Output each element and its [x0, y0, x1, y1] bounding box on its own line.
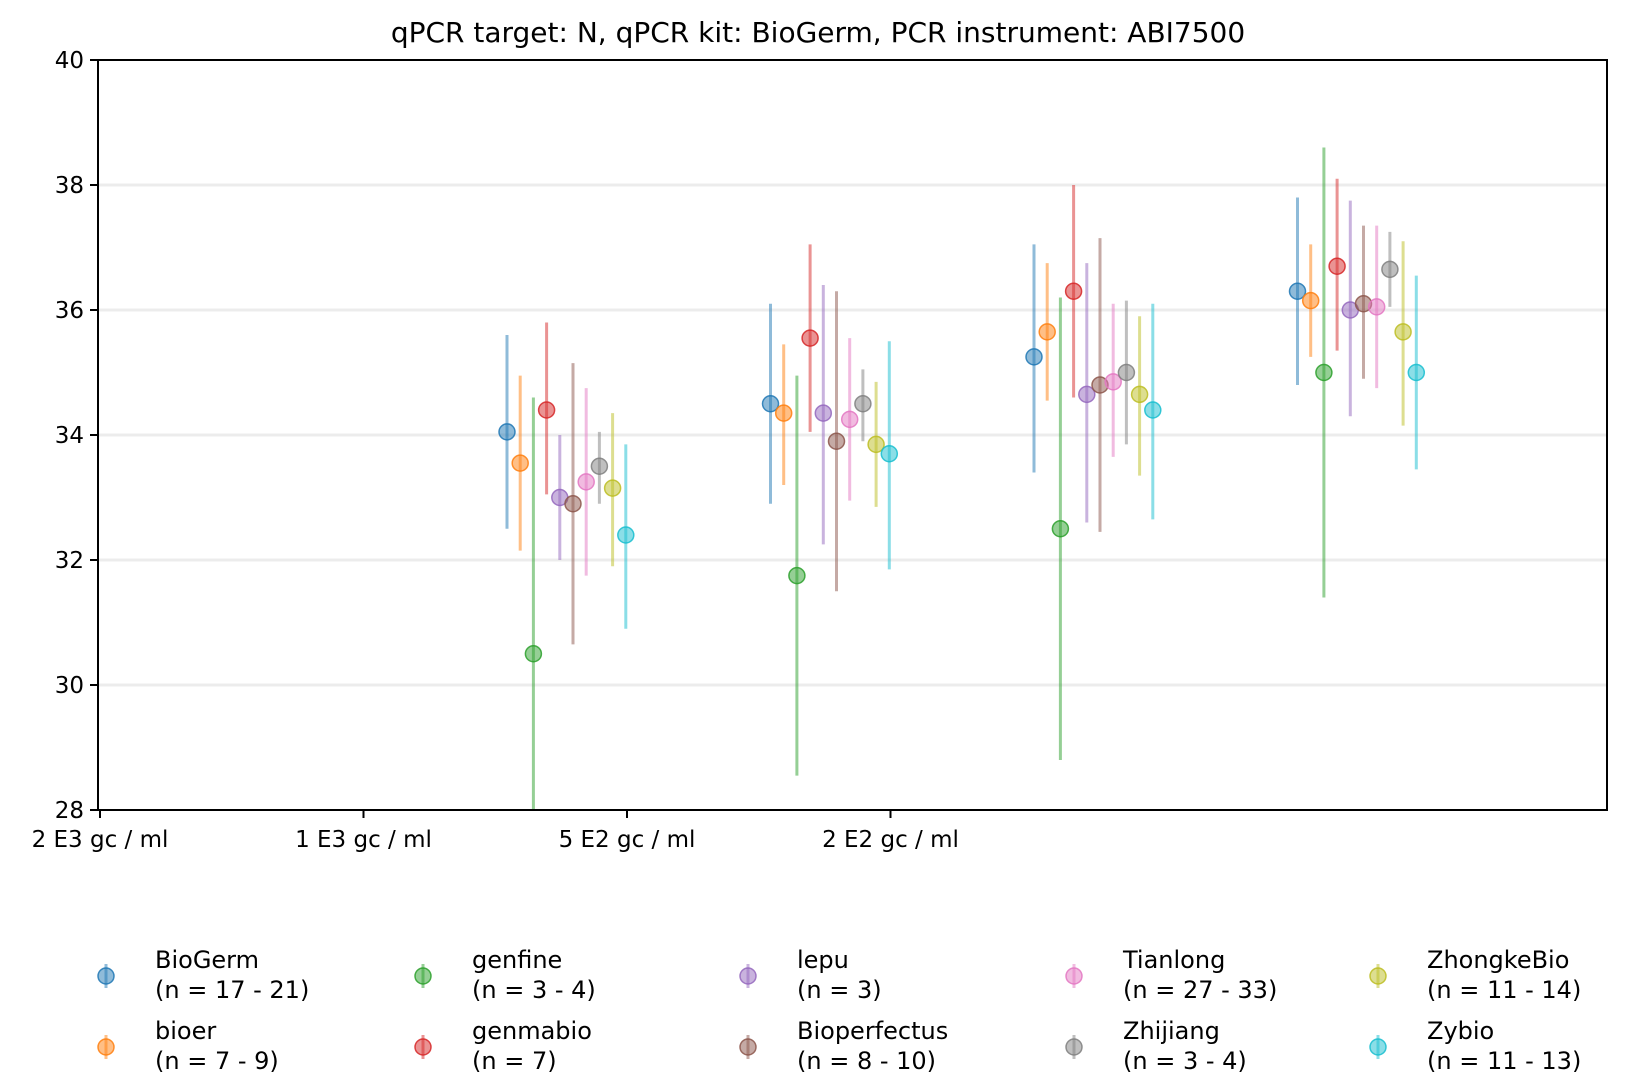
y-tick-label: 28	[55, 798, 84, 824]
legend-series-name: Bioperfectus	[797, 1017, 948, 1045]
chart-title: qPCR target: N, qPCR kit: BioGerm, PCR i…	[391, 16, 1245, 49]
legend-item: Zhijiang(n = 3 - 4)	[1065, 1017, 1247, 1075]
data-point	[854, 395, 872, 413]
x-tick-label: 1 E3 gc / ml	[295, 827, 432, 853]
legend-series-count: (n = 8 - 10)	[797, 1047, 936, 1075]
legend-series-name: Zybio	[1427, 1017, 1494, 1045]
legend-series-count: (n = 17 - 21)	[155, 976, 309, 1004]
data-point	[617, 526, 635, 544]
data-point	[1051, 520, 1070, 538]
data-point	[814, 404, 833, 422]
legend-series-count: (n = 27 - 33)	[1123, 976, 1277, 1004]
y-tick-label: 30	[55, 673, 84, 699]
legend-item: genfine(n = 3 - 4)	[414, 946, 596, 1004]
data-point	[840, 410, 859, 429]
legend-marker	[1065, 1038, 1083, 1056]
legend-series-name: Tianlong	[1122, 946, 1225, 974]
data-point	[1144, 401, 1162, 419]
legend-series-name: ZhongkeBio	[1427, 946, 1569, 974]
axes: 28 30 32 34 36 38 40 2 E3 gc / ml 1 E3 gc / ml 5 …	[32, 48, 959, 853]
legend-item: lepu(n = 3)	[739, 946, 882, 1004]
data-point	[788, 566, 806, 585]
grid-lines	[98, 183, 1607, 687]
legend-marker	[1369, 1038, 1387, 1056]
legend-series-count: (n = 11 - 13)	[1427, 1047, 1581, 1075]
data-point	[801, 329, 819, 347]
legend-item: Tianlong(n = 27 - 33)	[1065, 946, 1277, 1004]
data-point	[590, 457, 609, 475]
legend-marker	[97, 967, 115, 985]
data-point	[1394, 323, 1412, 341]
data-point	[498, 423, 516, 441]
legend-series-count: (n = 11 - 14)	[1427, 976, 1581, 1004]
legend-series-count: (n = 3)	[797, 976, 882, 1004]
data-point	[880, 445, 899, 463]
legend-series-name: bioer	[155, 1017, 216, 1045]
legend-series-count: (n = 7 - 9)	[155, 1047, 279, 1075]
legend-item: ZhongkeBio(n = 11 - 14)	[1369, 946, 1581, 1004]
y-tick-label: 38	[55, 173, 84, 199]
legend-series-name: lepu	[797, 946, 849, 974]
legend-marker	[739, 1038, 757, 1056]
legend-series-name: BioGerm	[155, 946, 259, 974]
data-point	[577, 473, 595, 491]
y-tick-label: 36	[55, 298, 84, 324]
legend-series-name: Zhijiang	[1123, 1017, 1220, 1045]
legend-marker	[414, 1038, 432, 1056]
legend-item: genmabio(n = 7)	[414, 1017, 592, 1075]
data-point	[1407, 363, 1426, 382]
legend: BioGerm(n = 17 - 21) bioer(n = 7 - 9) genf…	[97, 946, 1581, 1075]
data-point	[1301, 291, 1320, 310]
legend-item: Bioperfectus(n = 8 - 10)	[739, 1017, 948, 1075]
plot-marks	[498, 147, 1426, 810]
data-point	[1078, 385, 1096, 404]
data-point	[1025, 348, 1043, 366]
data-point	[511, 454, 529, 472]
data-point	[1064, 282, 1083, 300]
data-point	[1367, 298, 1386, 316]
data-point	[1381, 260, 1399, 279]
legend-marker	[414, 967, 432, 985]
x-tick-label: 2 E3 gc / ml	[32, 827, 169, 853]
data-point	[1130, 385, 1149, 404]
y-tick-label: 40	[55, 48, 84, 74]
legend-series-name: genmabio	[472, 1017, 592, 1045]
legend-series-count: (n = 3 - 4)	[1123, 1047, 1247, 1075]
data-point	[774, 404, 793, 422]
data-point	[1328, 257, 1346, 275]
data-point	[1104, 373, 1122, 391]
legend-item: BioGerm(n = 17 - 21)	[97, 946, 309, 1004]
legend-marker	[739, 967, 757, 985]
data-point	[1288, 282, 1307, 300]
data-point	[827, 432, 846, 450]
legend-marker	[1369, 967, 1387, 985]
legend-marker	[1065, 967, 1083, 985]
legend-series-count: (n = 7)	[472, 1047, 557, 1075]
data-point	[761, 395, 780, 413]
y-tick-label: 34	[55, 423, 84, 449]
data-point	[564, 495, 582, 513]
data-point	[524, 645, 543, 663]
legend-item: Zybio(n = 11 - 13)	[1369, 1017, 1581, 1075]
data-point	[1038, 323, 1056, 341]
legend-series-count: (n = 3 - 4)	[472, 976, 596, 1004]
data-point	[1315, 363, 1333, 382]
data-point	[1117, 363, 1136, 382]
x-tick-label: 2 E2 gc / ml	[822, 827, 959, 853]
data-point	[867, 435, 885, 454]
data-point	[603, 479, 622, 497]
data-point	[537, 401, 556, 419]
legend-series-name: genfine	[472, 946, 562, 974]
x-tick-label: 5 E2 gc / ml	[559, 827, 696, 853]
legend-item: bioer(n = 7 - 9)	[97, 1017, 279, 1075]
legend-marker	[97, 1038, 115, 1056]
y-tick-label: 32	[55, 548, 84, 574]
